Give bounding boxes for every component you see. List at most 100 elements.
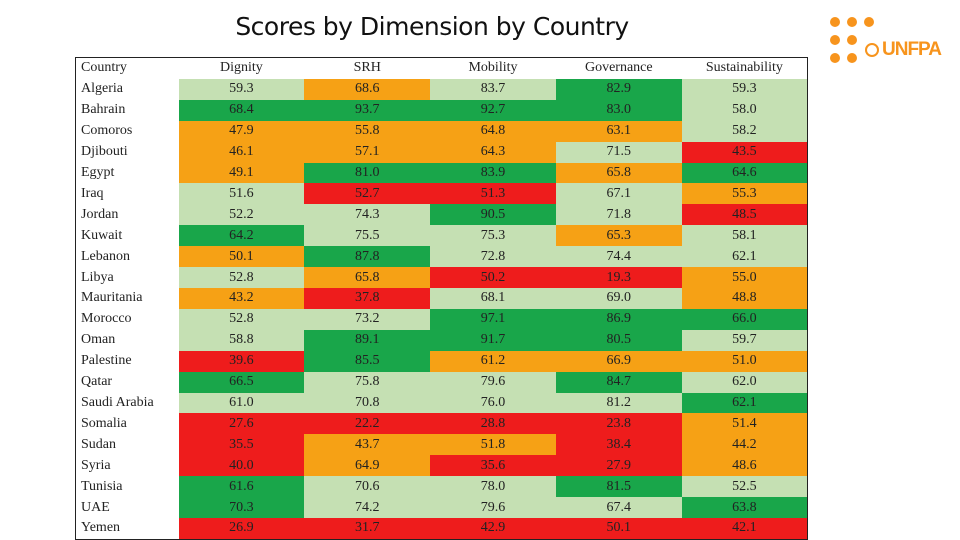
score-cell: 31.7 [304, 517, 431, 540]
score-cell: 62.1 [681, 246, 808, 268]
score-cell: 37.8 [304, 287, 431, 309]
table-row: Iraq 51.6 52.7 51.3 67.1 55.3 [75, 183, 808, 205]
score-cell: 66.0 [681, 308, 808, 330]
column-header: Country [75, 56, 179, 79]
country-cell: Lebanon [75, 246, 179, 268]
score-cell: 44.2 [681, 434, 808, 456]
country-cell: Palestine [75, 350, 179, 372]
score-cell: 39.6 [178, 350, 305, 372]
score-cell: 80.5 [555, 329, 682, 351]
score-cell: 55.8 [304, 120, 431, 142]
score-cell: 79.6 [430, 497, 556, 518]
score-cell: 61.6 [178, 476, 305, 498]
score-cell: 97.1 [430, 308, 556, 330]
table-row: Jordan 52.2 74.3 90.5 71.8 48.5 [75, 204, 808, 226]
score-cell: 19.3 [555, 267, 682, 288]
score-cell: 82.9 [555, 78, 682, 100]
country-cell: Algeria [75, 78, 179, 100]
score-cell: 61.2 [430, 350, 556, 372]
score-cell: 40.0 [178, 455, 305, 477]
score-cell: 91.7 [430, 329, 556, 351]
country-cell: Morocco [75, 308, 179, 330]
score-cell: 70.3 [178, 497, 305, 518]
score-cell: 68.4 [178, 99, 305, 121]
score-cell: 48.6 [681, 455, 808, 477]
score-cell: 83.0 [555, 99, 682, 121]
table-row: Libya 52.8 65.8 50.2 19.3 55.0 [75, 267, 808, 288]
score-cell: 62.1 [681, 392, 808, 414]
score-cell: 47.9 [178, 120, 305, 142]
slide-title: Scores by Dimension by Country [235, 12, 629, 41]
country-cell: Mauritania [75, 287, 179, 309]
score-cell: 69.0 [555, 287, 682, 309]
score-cell: 43.2 [178, 287, 305, 309]
table-row: Palestine 39.6 85.5 61.2 66.9 51.0 [75, 350, 808, 372]
score-cell: 55.3 [681, 183, 808, 205]
country-cell: Saudi Arabia [75, 392, 179, 414]
table-row: Bahrain 68.4 93.7 92.7 83.0 58.0 [75, 99, 808, 121]
score-cell: 42.1 [681, 517, 808, 540]
table-row: Comoros 47.9 55.8 64.8 63.1 58.2 [75, 120, 808, 142]
score-cell: 75.5 [304, 225, 431, 247]
score-cell: 52.8 [178, 267, 305, 288]
score-cell: 55.0 [681, 267, 808, 288]
score-cell: 59.3 [178, 78, 305, 100]
score-cell: 70.8 [304, 392, 431, 414]
country-cell: Djibouti [75, 141, 179, 163]
score-cell: 65.8 [304, 267, 431, 288]
country-cell: Oman [75, 329, 179, 351]
score-cell: 35.6 [430, 455, 556, 477]
score-cell: 66.9 [555, 350, 682, 372]
score-cell: 52.8 [178, 308, 305, 330]
country-cell: Yemen [75, 517, 179, 540]
score-cell: 74.2 [304, 497, 431, 518]
score-cell: 71.5 [555, 141, 682, 163]
score-cell: 27.9 [555, 455, 682, 477]
score-cell: 87.8 [304, 246, 431, 268]
score-cell: 51.4 [681, 413, 808, 435]
score-cell: 61.0 [178, 392, 305, 414]
score-cell: 66.5 [178, 371, 305, 393]
score-cell: 50.2 [430, 267, 556, 288]
score-cell: 52.7 [304, 183, 431, 205]
table-row: Yemen 26.9 31.7 42.9 50.1 42.1 [75, 517, 808, 540]
score-cell: 59.3 [681, 78, 808, 100]
table-row: Syria 40.0 64.9 35.6 27.9 48.6 [75, 455, 808, 477]
score-cell: 51.8 [430, 434, 556, 456]
score-cell: 70.6 [304, 476, 431, 498]
table-row: Qatar 66.5 75.8 79.6 84.7 62.0 [75, 371, 808, 393]
country-cell: Tunisia [75, 476, 179, 498]
score-cell: 48.8 [681, 287, 808, 309]
country-cell: Kuwait [75, 225, 179, 247]
score-cell: 52.5 [681, 476, 808, 498]
score-cell: 27.6 [178, 413, 305, 435]
table-row: Egypt 49.1 81.0 83.9 65.8 64.6 [75, 162, 808, 184]
score-cell: 76.0 [430, 392, 556, 414]
country-cell: Libya [75, 267, 179, 288]
score-cell: 48.5 [681, 204, 808, 226]
score-cell: 81.2 [555, 392, 682, 414]
score-cell: 75.3 [430, 225, 556, 247]
score-cell: 52.2 [178, 204, 305, 226]
table-row: Mauritania 43.2 37.8 68.1 69.0 48.8 [75, 287, 808, 309]
score-cell: 58.8 [178, 329, 305, 351]
score-cell: 73.2 [304, 308, 431, 330]
score-cell: 64.3 [430, 141, 556, 163]
country-cell: Iraq [75, 183, 179, 205]
score-cell: 92.7 [430, 99, 556, 121]
score-cell: 22.2 [304, 413, 431, 435]
score-cell: 65.8 [555, 162, 682, 184]
score-cell: 23.8 [555, 413, 682, 435]
score-cell: 75.8 [304, 371, 431, 393]
score-cell: 42.9 [430, 517, 556, 540]
score-cell: 43.5 [681, 141, 808, 163]
score-cell: 78.0 [430, 476, 556, 498]
table-row: Tunisia 61.6 70.6 78.0 81.5 52.5 [75, 476, 808, 498]
column-header: Dignity [178, 56, 305, 79]
table-row: UAE 70.3 74.2 79.6 67.4 63.8 [75, 497, 808, 518]
country-cell: Jordan [75, 204, 179, 226]
score-cell: 86.9 [555, 308, 682, 330]
score-cell: 49.1 [178, 162, 305, 184]
score-cell: 64.8 [430, 120, 556, 142]
country-cell: Syria [75, 455, 179, 477]
